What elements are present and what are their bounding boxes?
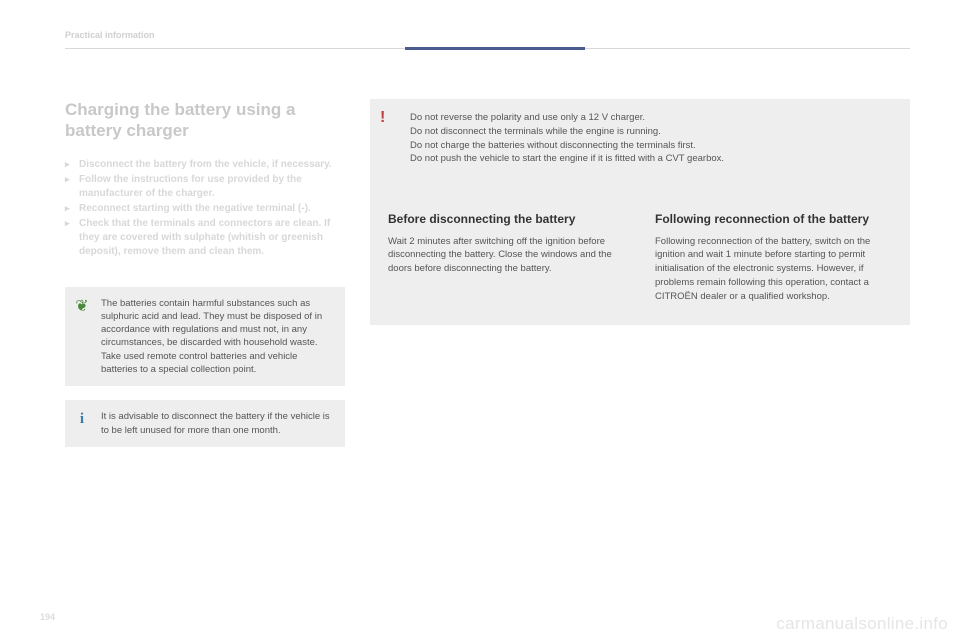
- warning-line: Do not push the vehicle to start the eng…: [410, 152, 896, 166]
- content-area: Charging the battery using a battery cha…: [65, 99, 910, 461]
- sub-sections-row: Before disconnecting the battery Wait 2 …: [370, 198, 910, 325]
- bullet-item: Disconnect the battery from the vehicle,…: [65, 158, 345, 172]
- warning-line: Do not charge the batteries without disc…: [410, 139, 896, 153]
- watermark: carmanualsonline.info: [776, 614, 948, 634]
- tree-icon: ❦: [73, 297, 91, 315]
- main-heading: Charging the battery using a battery cha…: [65, 99, 345, 142]
- info-note-box: i It is advisable to disconnect the batt…: [65, 400, 345, 447]
- warning-and-sections: ! Do not reverse the polarity and use on…: [370, 99, 910, 325]
- header-divider: [65, 48, 910, 49]
- before-section: Before disconnecting the battery Wait 2 …: [388, 212, 625, 303]
- warning-line: Do not reverse the polarity and use only…: [410, 111, 896, 125]
- before-heading: Before disconnecting the battery: [388, 212, 625, 228]
- eco-note-box: ❦ The batteries contain harmful substanc…: [65, 287, 345, 387]
- before-text: Wait 2 minutes after switching off the i…: [388, 235, 625, 276]
- page-number: 194: [40, 612, 55, 622]
- eco-note-text: The batteries contain harmful substances…: [101, 297, 335, 377]
- info-icon: i: [73, 410, 91, 428]
- warning-line: Do not disconnect the terminals while th…: [410, 125, 896, 139]
- following-section: Following reconnection of the battery Fo…: [655, 212, 892, 303]
- page-container: Practical information Charging the batte…: [0, 0, 960, 640]
- bullet-item: Follow the instructions for use provided…: [65, 173, 345, 201]
- section-label: Practical information: [65, 30, 910, 40]
- exclamation-icon: !: [380, 109, 385, 127]
- left-column: Charging the battery using a battery cha…: [65, 99, 345, 461]
- following-heading: Following reconnection of the battery: [655, 212, 892, 228]
- info-note-text: It is advisable to disconnect the batter…: [101, 410, 335, 437]
- right-column: ! Do not reverse the polarity and use on…: [370, 99, 910, 461]
- instruction-list: Disconnect the battery from the vehicle,…: [65, 158, 345, 259]
- bullet-item: Check that the terminals and connectors …: [65, 217, 345, 259]
- bullet-item: Reconnect starting with the negative ter…: [65, 202, 345, 216]
- following-text: Following reconnection of the battery, s…: [655, 235, 892, 304]
- warning-box: ! Do not reverse the polarity and use on…: [370, 99, 910, 180]
